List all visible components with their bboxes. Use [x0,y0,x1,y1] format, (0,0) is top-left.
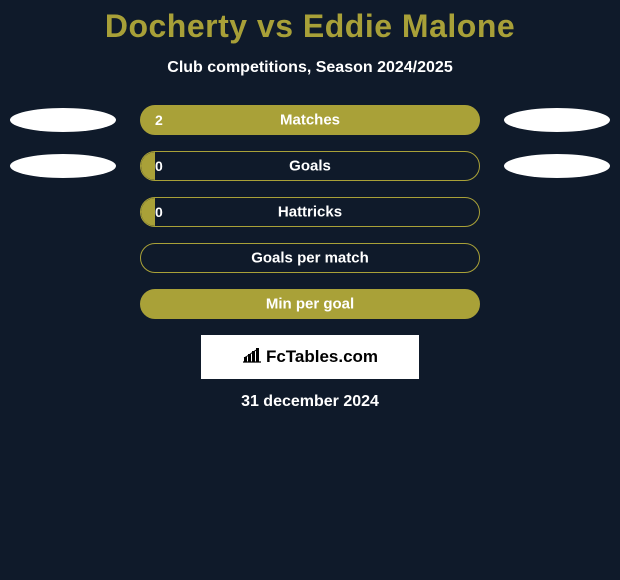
stat-row: 0Goals [0,151,620,181]
bar-chart-icon [242,347,262,368]
stat-bar: 0Hattricks [140,197,480,227]
stat-row: 0Hattricks [0,197,620,227]
right-ellipse [504,154,610,178]
stat-label: Min per goal [141,296,479,313]
stat-bar: Goals per match [140,243,480,273]
brand-box: FcTables.com [201,335,419,379]
stat-row: Goals per match [0,243,620,273]
stat-bar: 2Matches [140,105,480,135]
stat-label: Matches [141,112,479,129]
page-title: Docherty vs Eddie Malone [0,0,620,45]
stat-row: 2Matches [0,105,620,135]
stat-label: Goals [141,158,479,175]
brand-text: FcTables.com [266,347,378,367]
date-label: 31 december 2024 [0,393,620,411]
stat-rows: 2Matches 0Goals 0Hattricks Goals per match M… [0,105,620,319]
left-ellipse [10,154,116,178]
left-ellipse [10,108,116,132]
stat-bar: 0Goals [140,151,480,181]
stat-row: Min per goal [0,289,620,319]
brand-label: FcTables.com [242,347,378,368]
stat-label: Goals per match [141,250,479,267]
right-ellipse [504,108,610,132]
subtitle: Club competitions, Season 2024/2025 [0,59,620,77]
comparison-infographic: Docherty vs Eddie Malone Club competitio… [0,0,620,580]
stat-label: Hattricks [141,204,479,221]
stat-bar: Min per goal [140,289,480,319]
